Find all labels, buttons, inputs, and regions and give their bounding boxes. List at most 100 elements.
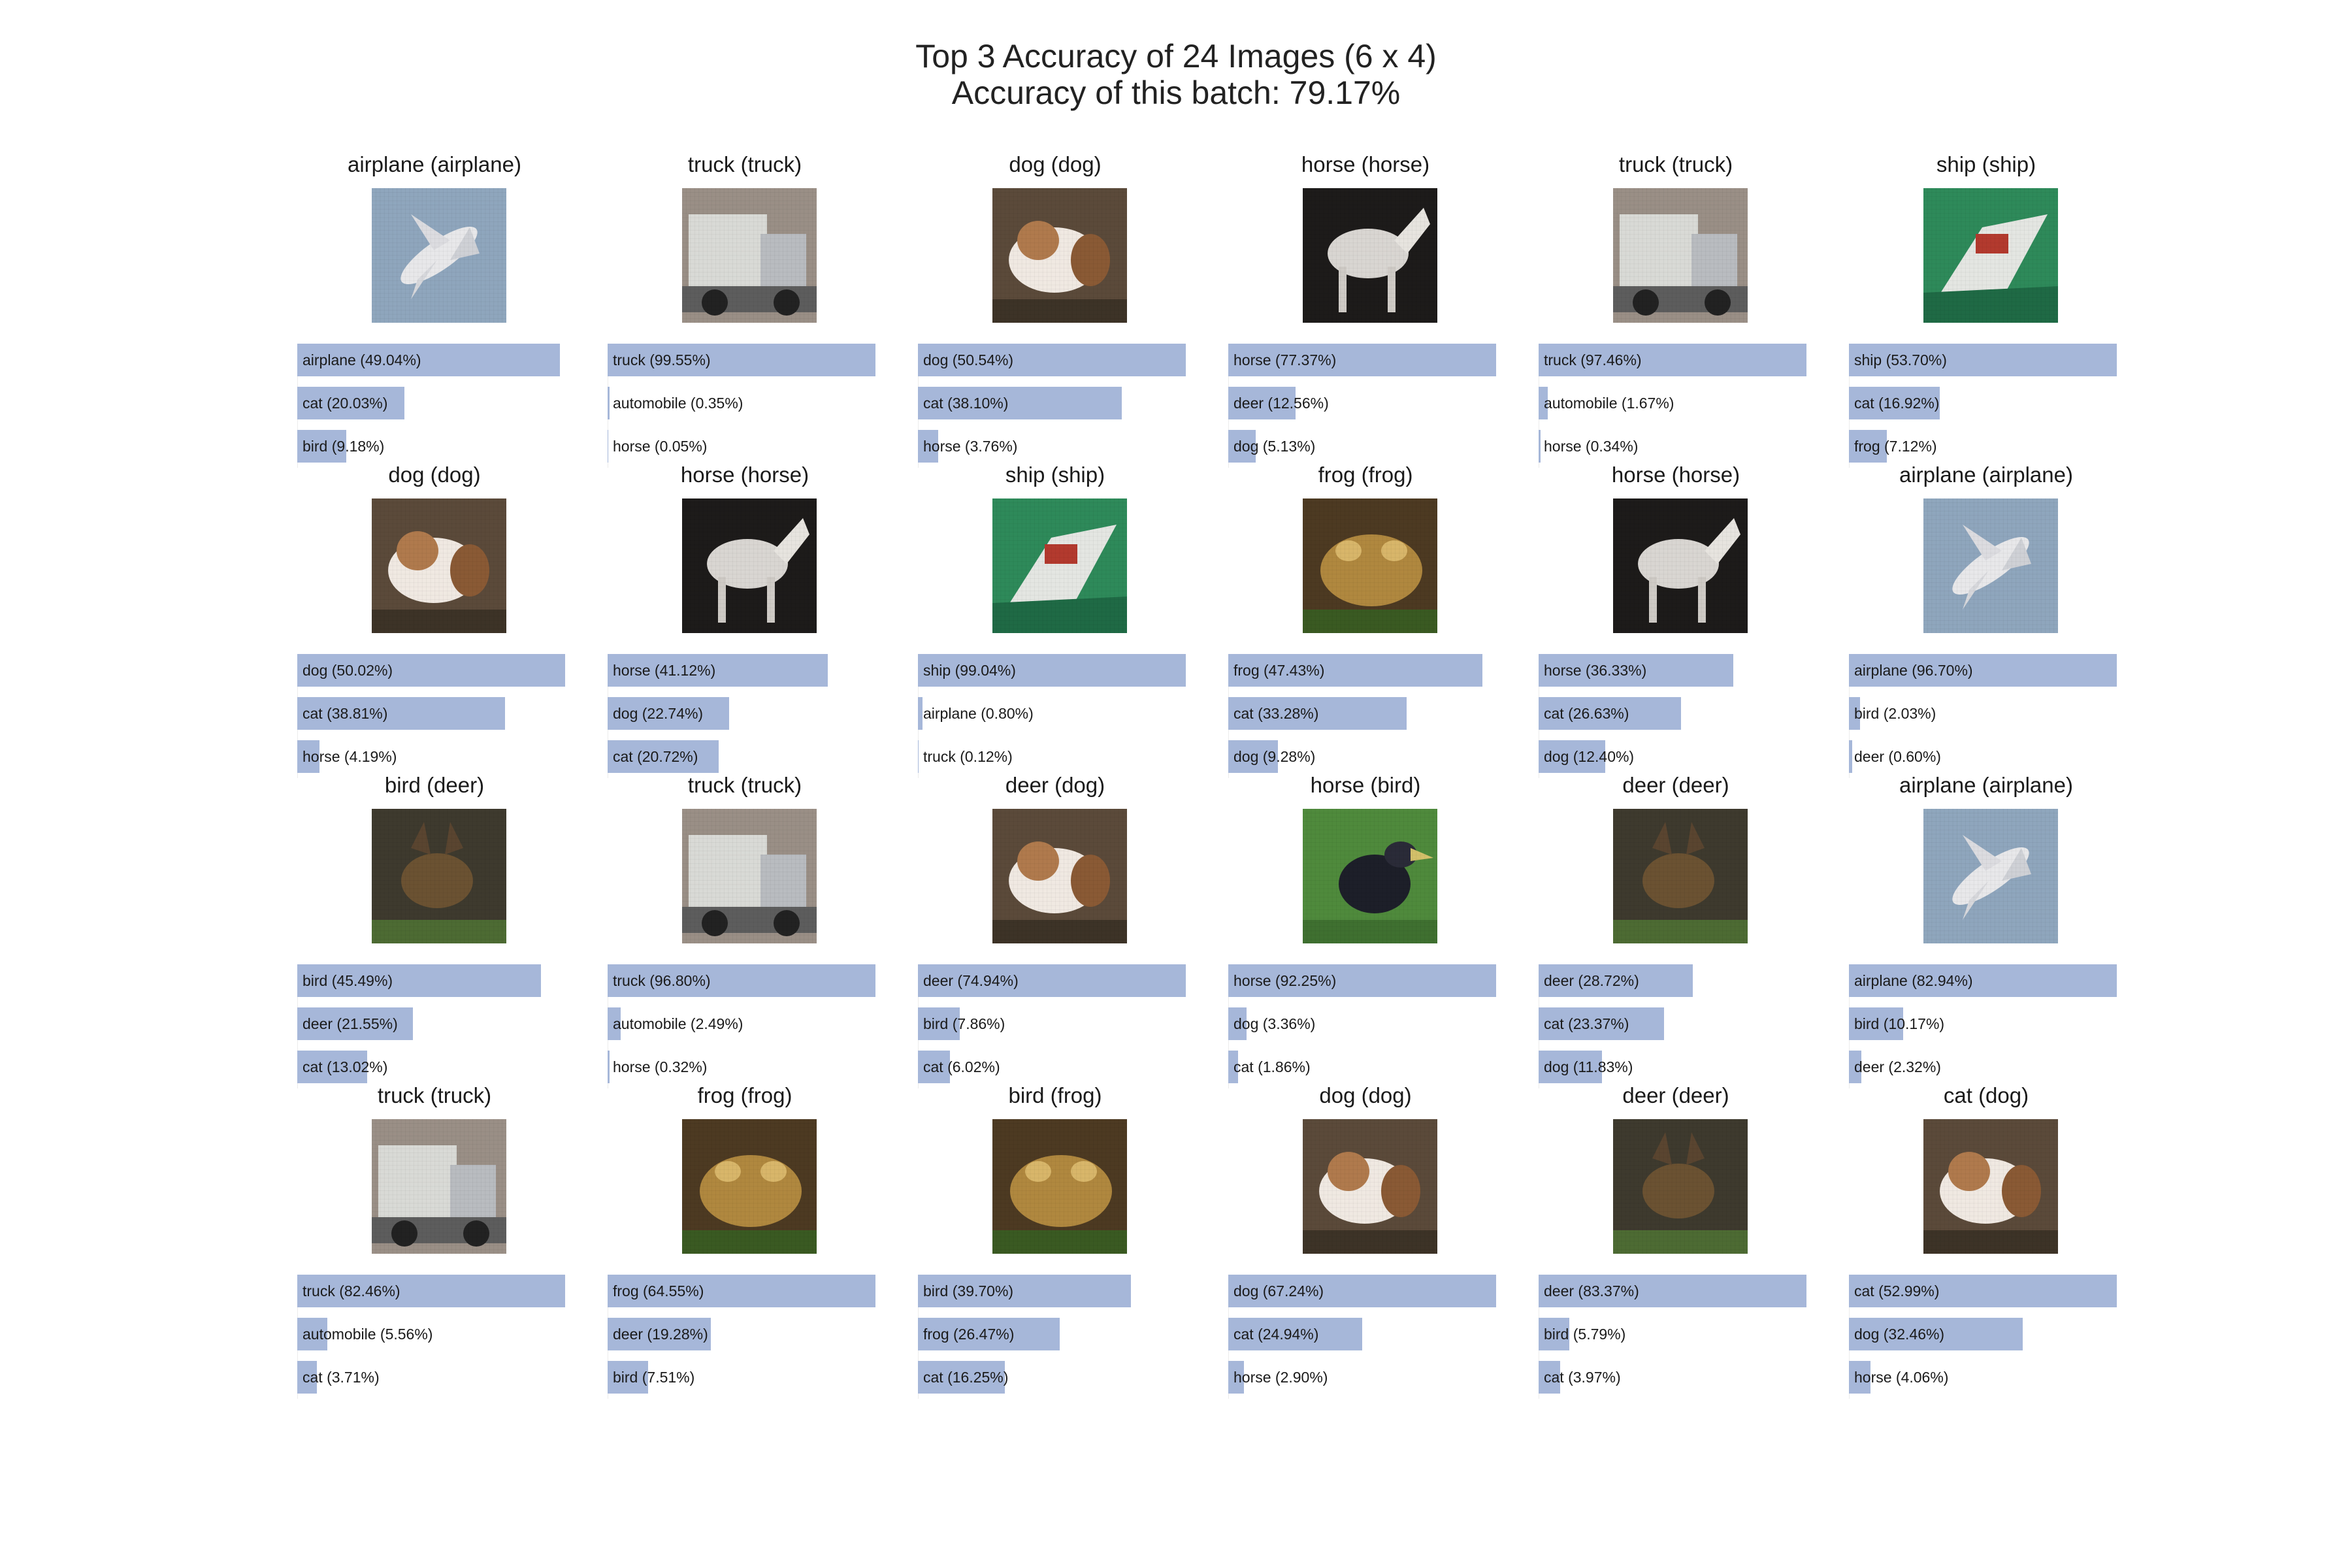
prediction-bar bbox=[297, 697, 506, 730]
prediction-bar bbox=[1228, 1318, 1362, 1350]
prediction-panel: deer (deer) deer (28.72%) cat (23.37%) dog … bbox=[1539, 772, 1813, 1088]
prediction-panel: bird (deer) bird (45.49%) deer (21.55%) cat… bbox=[297, 772, 572, 1088]
top3-bar-chart: truck (99.55%) automobile (0.35%) horse (0… bbox=[608, 344, 877, 468]
prediction-bar bbox=[608, 1275, 875, 1307]
prediction-label: dog (50.02%) bbox=[302, 662, 393, 679]
prediction-label: airplane (96.70%) bbox=[1854, 662, 1973, 679]
prediction-panel: horse (horse) horse (77.37%) deer (12.56%)… bbox=[1228, 152, 1503, 468]
prediction-panel: dog (dog) dog (67.24%) cat (24.94%) horse (… bbox=[1228, 1083, 1503, 1399]
prediction-bar bbox=[297, 1007, 413, 1040]
prediction-bar bbox=[297, 1051, 367, 1083]
prediction-bar bbox=[1228, 1361, 1244, 1394]
prediction-bar bbox=[918, 964, 1186, 997]
prediction-panel: truck (truck) truck (99.55%) automobile (0… bbox=[608, 152, 882, 468]
prediction-label: horse (0.32%) bbox=[613, 1058, 708, 1075]
sample-image bbox=[682, 809, 817, 943]
prediction-bar bbox=[1539, 697, 1682, 730]
prediction-label: frog (7.12%) bbox=[1854, 438, 1937, 455]
top3-bar-chart: truck (97.46%) automobile (1.67%) horse (0… bbox=[1539, 344, 1808, 468]
prediction-panel: ship (ship) ship (53.70%) cat (16.92%) frog… bbox=[1849, 152, 2123, 468]
prediction-bar bbox=[918, 1275, 1131, 1307]
prediction-panel: airplane (airplane) airplane (49.04%) cat … bbox=[297, 152, 572, 468]
prediction-label: frog (64.55%) bbox=[613, 1282, 704, 1299]
sample-image bbox=[992, 809, 1127, 943]
prediction-label: horse (77.37%) bbox=[1233, 351, 1337, 368]
prediction-label: cat (38.10%) bbox=[923, 395, 1009, 412]
prediction-label: dog (9.28%) bbox=[1233, 748, 1316, 765]
prediction-label: cat (3.71%) bbox=[302, 1369, 380, 1386]
prediction-label: frog (47.43%) bbox=[1233, 662, 1325, 679]
prediction-bar bbox=[918, 344, 1186, 376]
figure-title: Top 3 Accuracy of 24 Images (6 x 4) bbox=[915, 38, 1437, 74]
prediction-label: dog (22.74%) bbox=[613, 705, 704, 722]
prediction-label: truck (99.55%) bbox=[613, 351, 711, 368]
prediction-label: horse (0.34%) bbox=[1544, 438, 1639, 455]
prediction-bar bbox=[1539, 1275, 1806, 1307]
horse-thumbnail-graphic bbox=[1303, 188, 1437, 323]
sample-image bbox=[1613, 809, 1748, 943]
prediction-bar bbox=[297, 1361, 318, 1394]
sample-image bbox=[1303, 188, 1437, 323]
bird-thumbnail-graphic bbox=[1303, 809, 1437, 943]
panel-title: horse (horse) bbox=[1301, 152, 1430, 176]
top3-bar-chart: frog (64.55%) deer (19.28%) bird (7.51%) bbox=[608, 1275, 877, 1399]
dog-thumbnail-graphic bbox=[372, 498, 506, 633]
prediction-label: ship (99.04%) bbox=[923, 662, 1016, 679]
prediction-label: deer (12.56%) bbox=[1233, 395, 1329, 412]
sample-image bbox=[1923, 1119, 2058, 1254]
prediction-bar bbox=[297, 1275, 565, 1307]
prediction-label: cat (3.97%) bbox=[1544, 1369, 1621, 1386]
prediction-panel: frog (frog) frog (47.43%) cat (33.28%) dog … bbox=[1228, 462, 1503, 778]
prediction-bar bbox=[1849, 1318, 2023, 1350]
prediction-panel: bird (frog) bird (39.70%) frog (26.47%) cat… bbox=[918, 1083, 1192, 1399]
top3-bar-chart: ship (99.04%) airplane (0.80%) truck (0.12… bbox=[918, 654, 1187, 778]
prediction-label: horse (0.05%) bbox=[613, 438, 708, 455]
panel-title: ship (ship) bbox=[1005, 463, 1105, 487]
prediction-label: dog (3.36%) bbox=[1233, 1015, 1316, 1032]
prediction-bar bbox=[918, 697, 923, 730]
prediction-bar bbox=[297, 344, 561, 376]
sample-image bbox=[1613, 1119, 1748, 1254]
prediction-bar bbox=[608, 1051, 610, 1083]
panel-title: truck (truck) bbox=[687, 152, 802, 176]
prediction-bar bbox=[1228, 740, 1279, 773]
prediction-label: ship (53.70%) bbox=[1854, 351, 1947, 368]
prediction-bar bbox=[918, 740, 919, 773]
top3-bar-chart: dog (67.24%) cat (24.94%) horse (2.90%) bbox=[1228, 1275, 1497, 1399]
sample-image bbox=[682, 498, 817, 633]
prediction-label: horse (2.90%) bbox=[1233, 1369, 1328, 1386]
prediction-label: dog (12.40%) bbox=[1544, 748, 1635, 765]
prediction-bar bbox=[1539, 740, 1605, 773]
prediction-label: cat (24.94%) bbox=[1233, 1326, 1319, 1343]
prediction-bar bbox=[1849, 1275, 2117, 1307]
prediction-label: bird (45.49%) bbox=[302, 972, 393, 989]
sample-image bbox=[1303, 498, 1437, 633]
panel-title: deer (deer) bbox=[1622, 1083, 1729, 1107]
prediction-bar bbox=[1539, 1051, 1602, 1083]
prediction-bar bbox=[608, 964, 875, 997]
prediction-label: deer (2.32%) bbox=[1854, 1058, 1941, 1075]
top3-bar-chart: horse (36.33%) cat (26.63%) dog (12.40%) bbox=[1539, 654, 1808, 778]
sample-image bbox=[1303, 1119, 1437, 1254]
frog-thumbnail-graphic bbox=[992, 1119, 1127, 1254]
top3-bar-chart: horse (92.25%) dog (3.36%) cat (1.86%) bbox=[1228, 964, 1497, 1088]
prediction-label: dog (67.24%) bbox=[1233, 1282, 1324, 1299]
prediction-label: cat (20.03%) bbox=[302, 395, 388, 412]
panel-title: cat (dog) bbox=[1943, 1083, 2029, 1107]
panel-title: horse (horse) bbox=[1611, 463, 1740, 487]
prediction-label: airplane (49.04%) bbox=[302, 351, 421, 368]
horse-thumbnail-graphic bbox=[1613, 498, 1748, 633]
prediction-label: horse (4.06%) bbox=[1854, 1369, 1949, 1386]
panel-title: horse (bird) bbox=[1310, 773, 1421, 797]
prediction-label: bird (39.70%) bbox=[923, 1282, 1014, 1299]
prediction-panel: ship (ship) ship (99.04%) airplane (0.80%)… bbox=[918, 462, 1192, 778]
top3-bar-chart: dog (50.54%) cat (38.10%) horse (3.76%) bbox=[918, 344, 1187, 468]
prediction-label: frog (26.47%) bbox=[923, 1326, 1015, 1343]
sample-image bbox=[992, 188, 1127, 323]
top3-bar-chart: truck (96.80%) automobile (2.49%) horse (0… bbox=[608, 964, 877, 1088]
dog-thumbnail-graphic bbox=[992, 188, 1127, 323]
figure-subtitle: Accuracy of this batch: 79.17% bbox=[951, 74, 1401, 111]
top3-bar-chart: truck (82.46%) automobile (5.56%) cat (3.7… bbox=[297, 1275, 566, 1399]
top3-bar-chart: bird (39.70%) frog (26.47%) cat (16.25%) bbox=[918, 1275, 1187, 1399]
prediction-panel: deer (dog) deer (74.94%) bird (7.86%) cat (… bbox=[918, 772, 1192, 1088]
